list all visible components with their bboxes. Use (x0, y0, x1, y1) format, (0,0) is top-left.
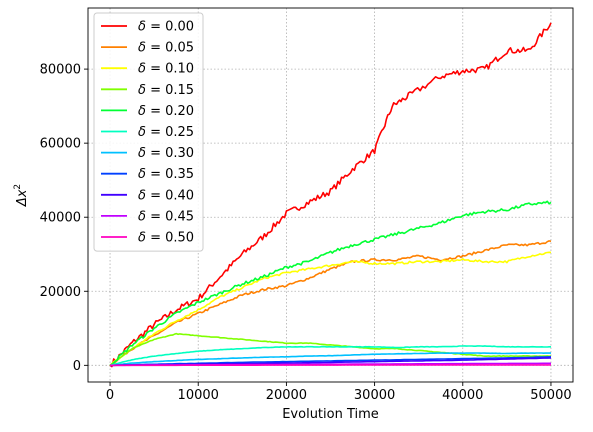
y-axis: 0 20000 40000 60000 80000 (40, 63, 88, 374)
legend-entry: δ = 0.20 (138, 104, 194, 119)
series-line-5 (109, 345, 551, 367)
x-tick-label: 30000 (354, 388, 395, 403)
y-axis-label-sup: 2 (13, 184, 23, 190)
legend-entry: δ = 0.35 (138, 167, 194, 182)
y-tick-label: 0 (73, 359, 81, 374)
legend-entry: δ = 0.00 (138, 20, 194, 35)
x-axis-label: Evolution Time (282, 407, 379, 422)
y-tick-label: 80000 (40, 63, 81, 78)
y-tick-label: 40000 (40, 211, 81, 226)
x-tick-label: 40000 (442, 388, 483, 403)
x-tick-label: 50000 (530, 388, 571, 403)
legend-entry: δ = 0.50 (138, 231, 194, 246)
legend-entry: δ = 0.10 (138, 62, 194, 77)
legend: δ = 0.00 δ = 0.05 δ = 0.10 δ = 0.15 δ = 0.20… (93, 12, 204, 252)
x-tick-label: 10000 (178, 388, 219, 403)
legend-entry: δ = 0.05 (138, 41, 194, 56)
series-line-3 (109, 332, 552, 366)
series-line-2 (109, 251, 552, 366)
legend-box (93, 12, 204, 252)
series-line-6 (109, 352, 552, 367)
y-tick-label: 60000 (40, 137, 81, 152)
plot-area-frame (87, 7, 574, 383)
legend-entry: δ = 0.15 (138, 83, 194, 98)
series-line-0 (109, 22, 552, 368)
legend-entry: δ = 0.40 (138, 188, 194, 203)
x-tick-label: 0 (106, 388, 114, 403)
y-tick-label: 20000 (40, 285, 81, 300)
legend-entry: δ = 0.25 (138, 125, 194, 140)
legend-entry: δ = 0.45 (138, 209, 194, 224)
series-layer (109, 22, 552, 368)
y-axis-label-base: Δx (15, 189, 30, 207)
y-axis-label: Δx2 (13, 184, 30, 207)
x-tick-label: 20000 (266, 388, 307, 403)
x-axis: 0 10000 20000 30000 40000 50000 (106, 382, 572, 403)
series-line-4 (109, 200, 552, 367)
legend-entry: δ = 0.30 (138, 146, 194, 161)
